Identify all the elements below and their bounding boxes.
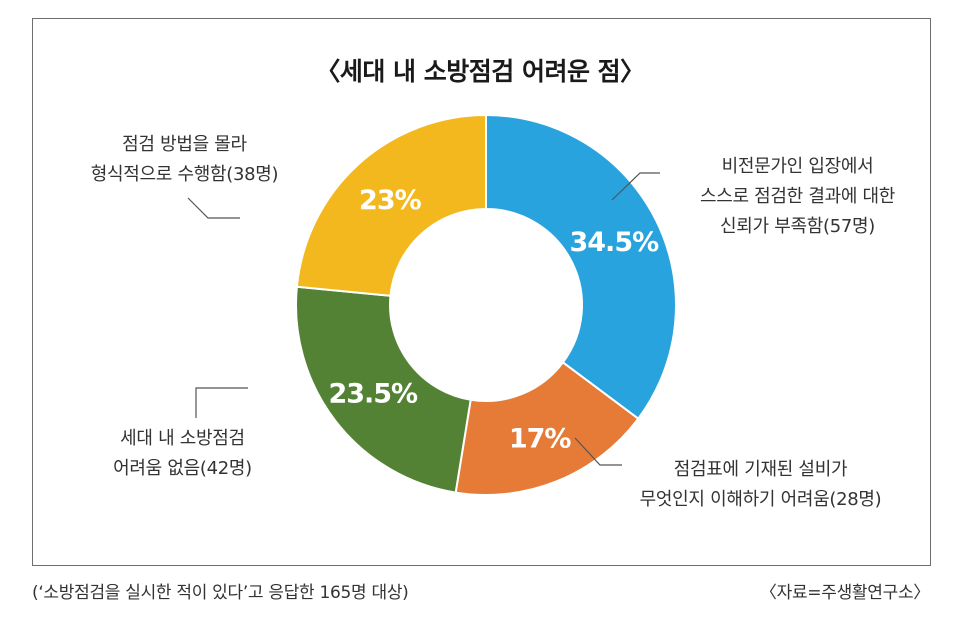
leader-line-3: [187, 197, 240, 219]
slice-value-label-1: 17%: [509, 424, 572, 455]
slice-value-label-0: 34.5%: [569, 227, 659, 258]
footnote-data-source: 〈자료=주생활연구소〉: [759, 583, 930, 603]
footnote-source-sample: (‘소방점검을 실시한 적이 있다’고 응답한 165명 대상): [32, 583, 409, 603]
slice-label-2: 세대 내 소방점검 어려움 없음(42명): [75, 424, 290, 484]
chart-title: 〈세대 내 소방점검 어려운 점〉: [315, 57, 645, 86]
slice-label-3-line-1: 점검 방법을 몰라: [122, 134, 247, 155]
donut-slice-3: [295, 113, 487, 297]
slice-label-0: 비전문가인 입장에서 스스로 점검한 결과에 대한 신뢰가 부족함(57명): [660, 152, 935, 242]
leader-line-1: [574, 437, 622, 466]
slice-label-2-line-2: 어려움 없음(42명): [113, 458, 252, 479]
slice-value-label-3: 23%: [359, 185, 422, 216]
slice-label-1-line-1: 점검표에 기재된 설비가: [673, 459, 848, 480]
donut-slice-0: [485, 113, 677, 421]
slice-label-1-line-2: 무엇인지 이해하기 어려움(28명): [639, 489, 882, 510]
slice-value-label-2: 23.5%: [328, 378, 418, 409]
slice-label-3: 점검 방법을 몰라 형식적으로 수행함(38명): [72, 130, 297, 190]
slice-label-0-line-2: 스스로 점검한 결과에 대한: [699, 186, 896, 207]
chart-frame: [32, 18, 931, 566]
slice-label-2-line-1: 세대 내 소방점검: [120, 428, 245, 449]
leader-line-0: [611, 172, 660, 201]
donut-slice-1: [454, 361, 640, 496]
leader-line-2: [195, 387, 248, 418]
slice-label-0-line-1: 비전문가인 입장에서: [721, 156, 874, 177]
slice-label-1: 점검표에 기재된 설비가 무엇인지 이해하기 어려움(28명): [598, 455, 923, 515]
donut-slice-2: [295, 285, 472, 494]
slice-label-3-line-2: 형식적으로 수행함(38명): [90, 164, 279, 185]
slice-label-0-line-3: 신뢰가 부족함(57명): [720, 216, 875, 237]
